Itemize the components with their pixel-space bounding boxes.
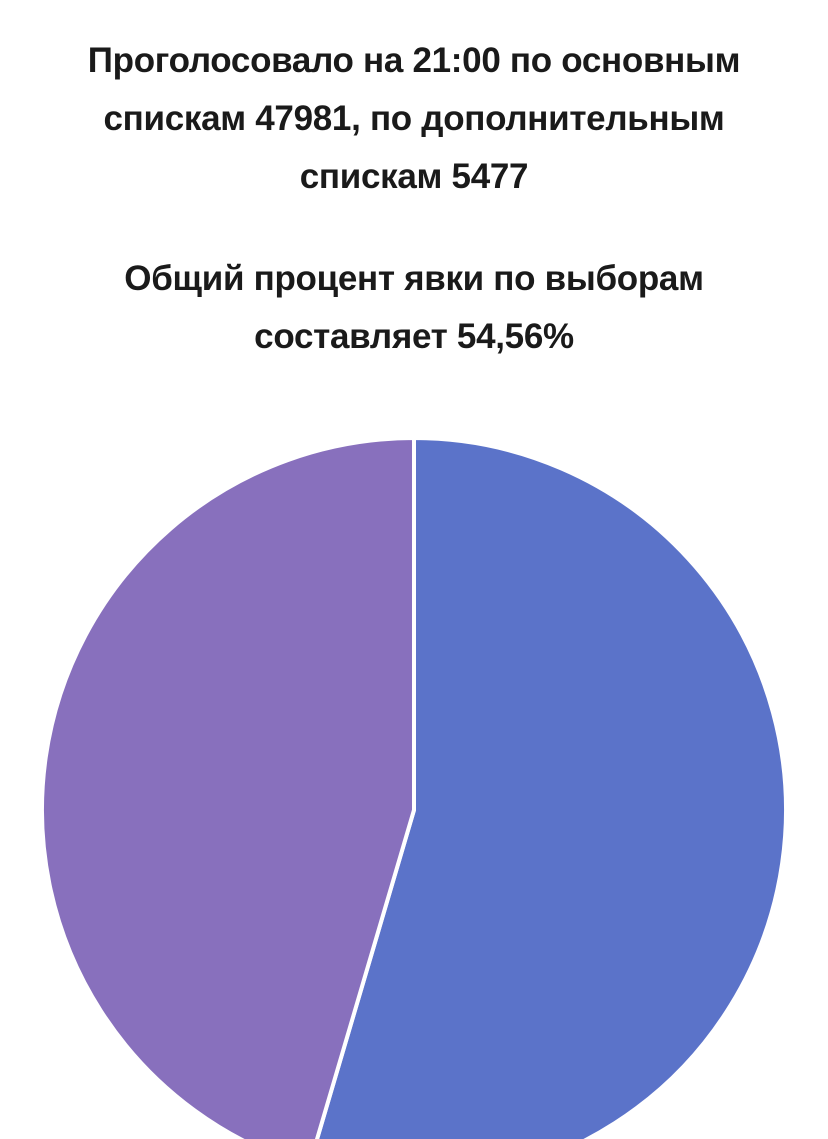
title-turnout-percent: Общий процент явки по выборам составляет… — [124, 259, 704, 356]
title-turnout-counts: Проголосовало на 21:00 по основным списк… — [87, 41, 741, 196]
pie-slice-2 — [39, 436, 416, 1139]
pie-slice-1 — [314, 436, 788, 1139]
